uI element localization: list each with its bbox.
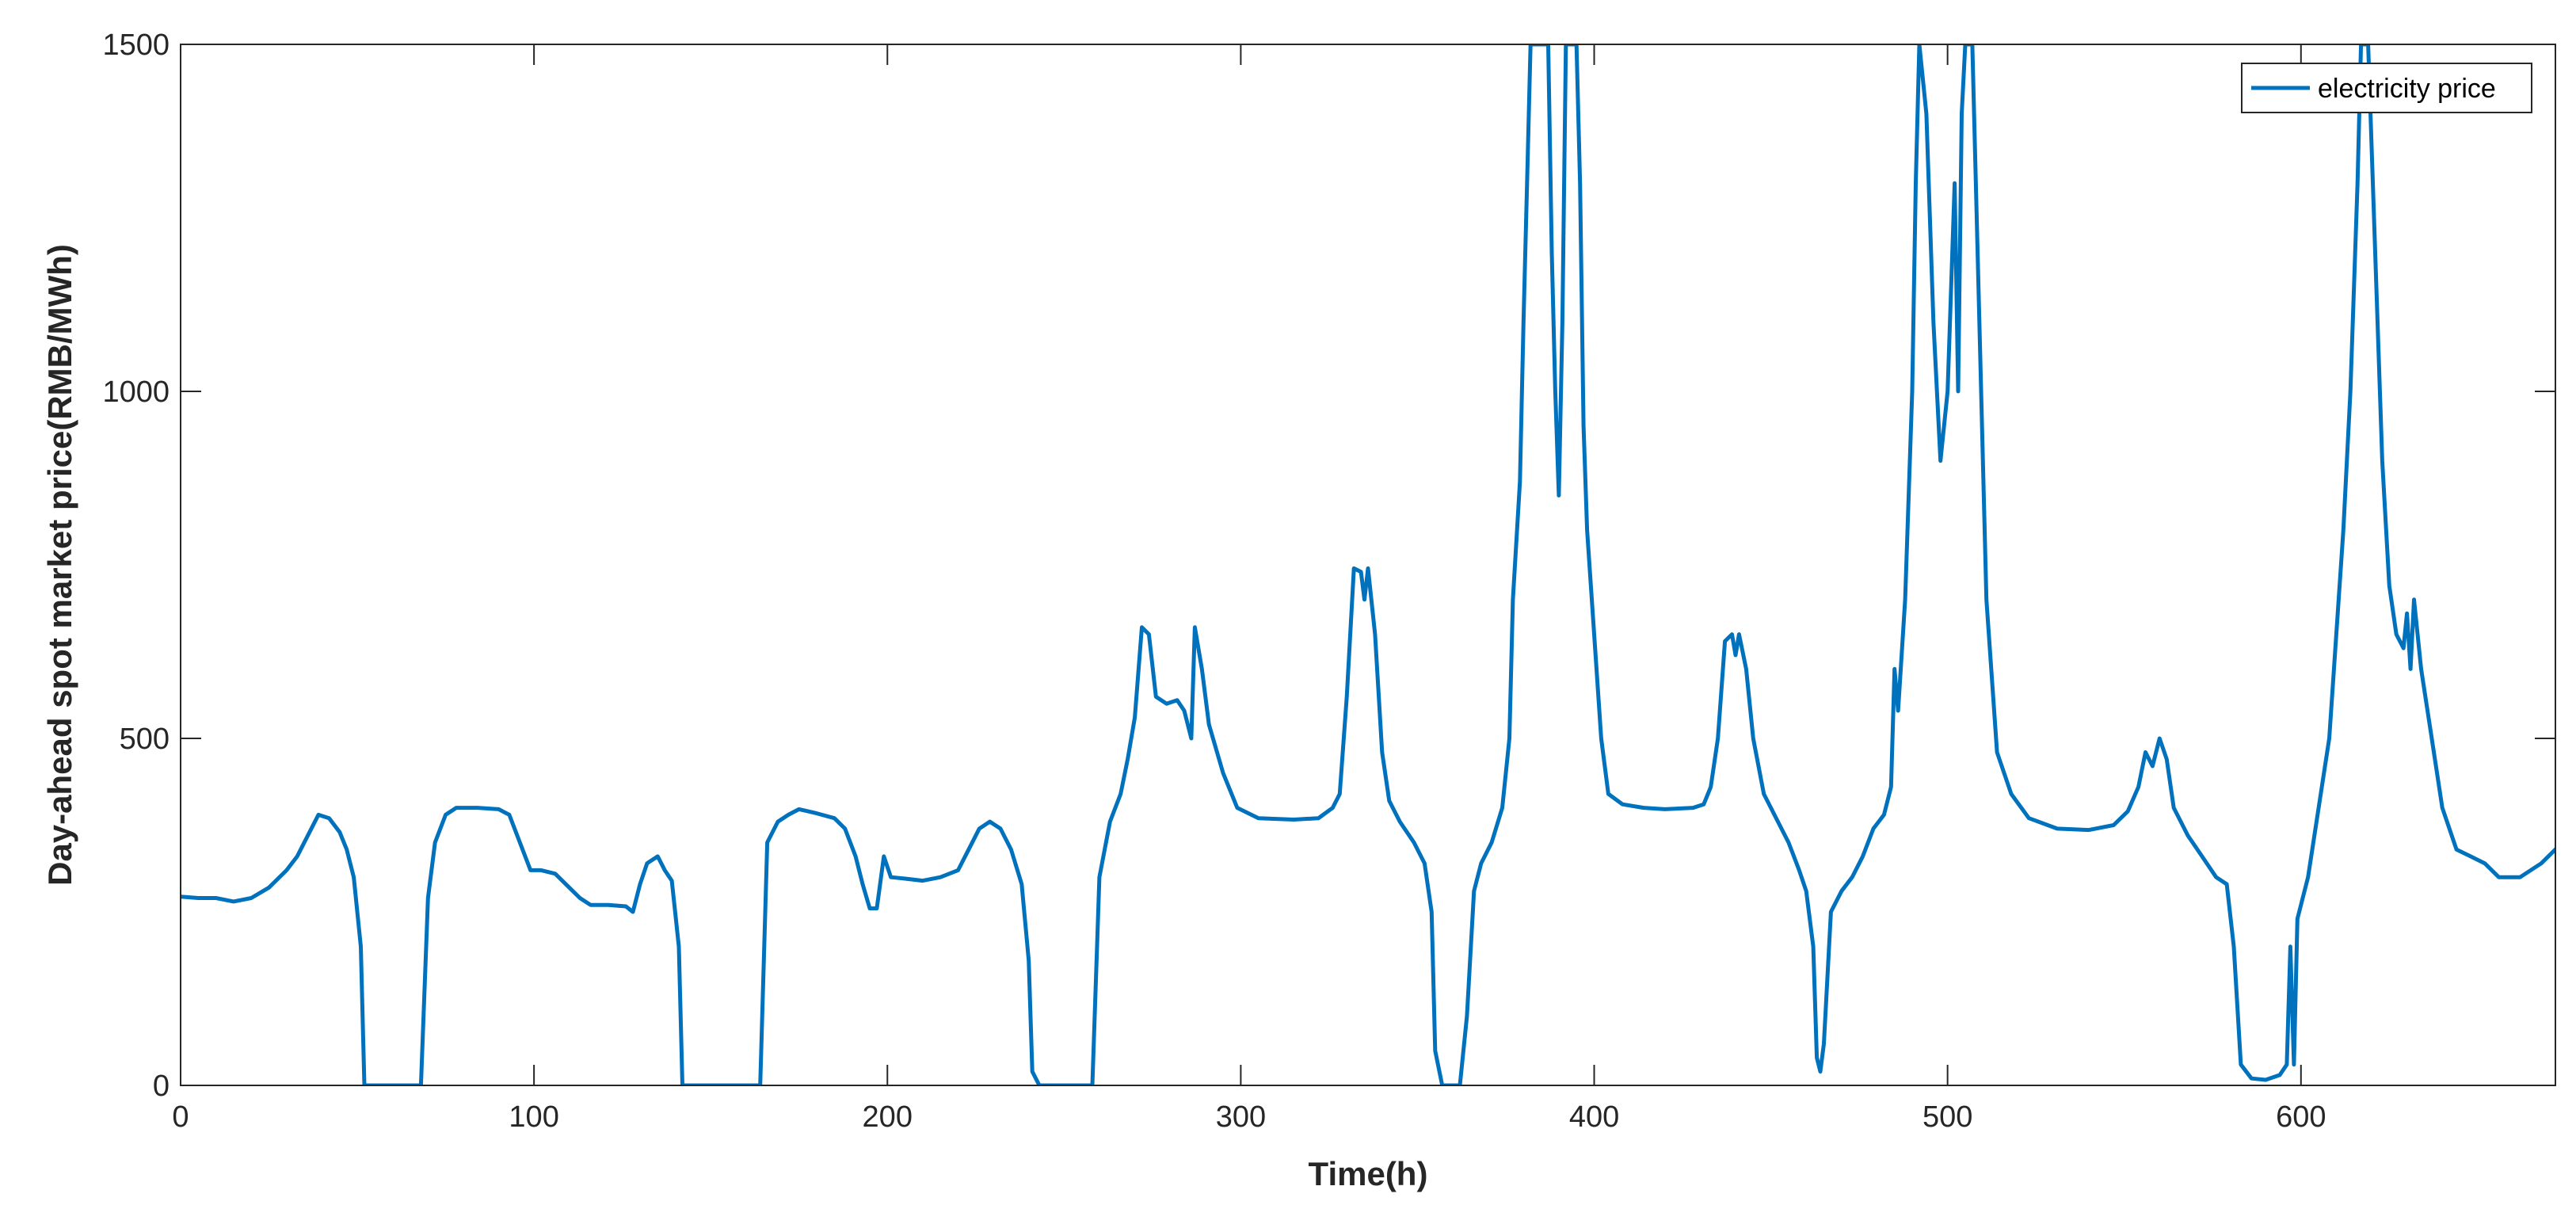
x-tick-label: 300 <box>1216 1100 1266 1134</box>
legend-label: electricity price <box>2318 74 2496 104</box>
plot-layer <box>181 44 2555 1085</box>
series-line-0 <box>181 44 2555 1085</box>
y-tick-label: 1500 <box>102 29 170 62</box>
x-tick-label: 100 <box>509 1100 558 1134</box>
axes-box <box>180 44 2556 1086</box>
x-tick-label: 200 <box>863 1100 913 1134</box>
axes-layer: 0 100 200 300 400 500 600 0 500 1000 1500 <box>102 29 2556 1134</box>
x-tick-label: 600 <box>2276 1100 2326 1134</box>
x-tick-label: 500 <box>1922 1100 1972 1134</box>
y-tick-label: 1000 <box>102 376 170 409</box>
y-tick-label: 500 <box>120 723 170 756</box>
y-tick-label: 0 <box>153 1070 170 1103</box>
y-axis-title: Day-ahead spot market price(RMB/MWh) <box>41 244 78 886</box>
legend[interactable]: electricity price <box>2241 63 2532 113</box>
x-axis-title: Time(h) <box>1309 1155 1428 1192</box>
x-tick-label: 0 <box>172 1100 189 1134</box>
x-tick-label: 400 <box>1569 1100 1619 1134</box>
